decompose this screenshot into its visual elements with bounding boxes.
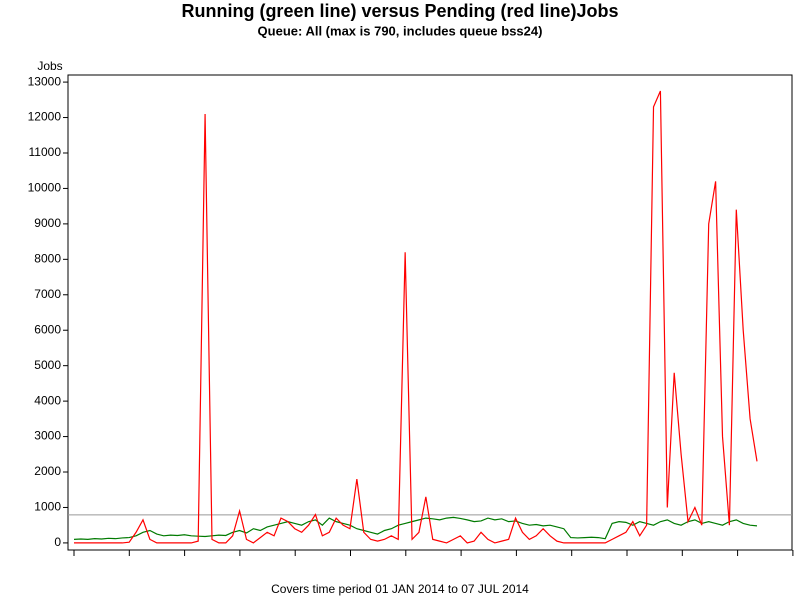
y-tick-label: 13000 — [28, 74, 62, 88]
y-tick-label: 5000 — [34, 358, 61, 372]
series-line — [74, 90, 758, 544]
y-tick-label: 0 — [54, 535, 61, 549]
y-tick-label: 7000 — [34, 287, 61, 301]
y-tick-label: 6000 — [34, 322, 61, 336]
plot-frame — [67, 74, 793, 551]
chart-title: Running (green line) versus Pending (red… — [181, 1, 618, 21]
y-tick-label: 1000 — [34, 500, 61, 514]
chart-subtitle: Queue: All (max is 790, includes queue b… — [258, 23, 543, 38]
y-tick-label: 4000 — [34, 393, 61, 407]
y-tick-label: 3000 — [34, 429, 61, 443]
series-line — [73, 516, 758, 540]
y-tick-label: 9000 — [34, 216, 61, 230]
y-tick-label: 11000 — [29, 145, 62, 159]
y-tick-label: 10000 — [28, 181, 62, 195]
y-tick-label: 2000 — [34, 464, 61, 478]
x-axis-label: Covers time period 01 JAN 2014 to 07 JUL… — [271, 582, 529, 596]
y-tick-label: 8000 — [34, 252, 61, 266]
y-tick-label: 12000 — [28, 110, 62, 124]
y-axis-label: Jobs — [37, 59, 62, 73]
